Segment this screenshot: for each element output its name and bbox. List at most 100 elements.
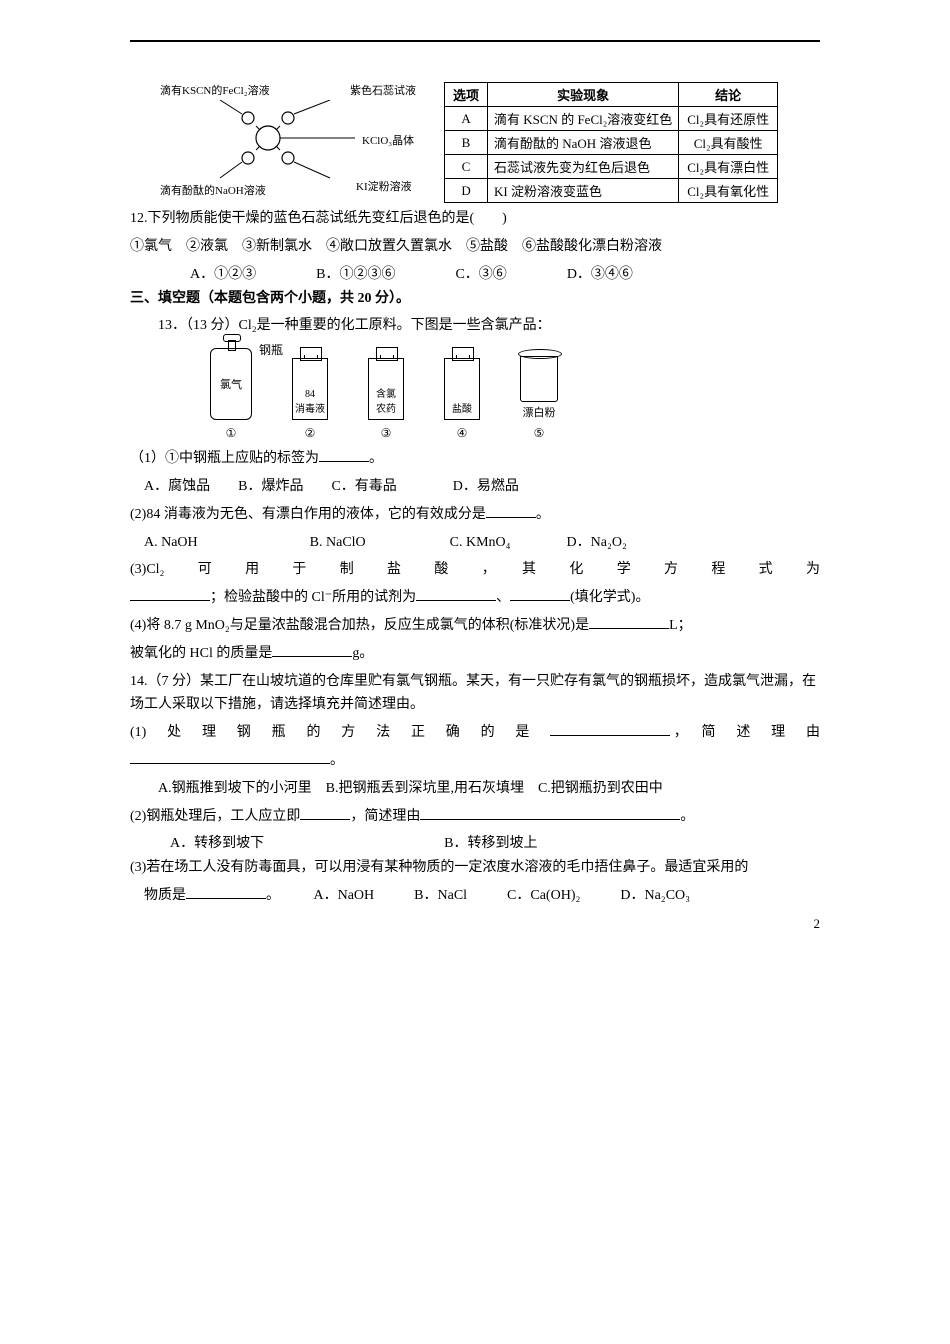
opt: C．③⑥ [455,263,506,283]
q11-lbl-cr: KClO₃晶体 [362,132,414,148]
q13-item-2: 84 消毒液 ② [292,358,328,441]
q13-item-5: 漂白粉 ⑤ [520,356,558,441]
blank [416,586,496,601]
blank [420,805,680,820]
q11: 滴有KSCN的FeCl₂溶液 紫色石蕊试液 KClO₃晶体 滴有酚酞的NaOH溶… [130,82,820,203]
label: 盐酸 [452,400,472,415]
txt: (填化学式)。 [570,590,649,605]
q13-p2-opts: A. NaOH B. NaClO C. KMnO₄ D．Na₂O₂ [130,531,820,555]
blank [300,805,350,820]
q14-p3: (3)若在场工人没有防毒面具，可以用浸有某种物质的一定浓度水溶液的毛巾捂住鼻子。… [130,856,820,880]
q12-stem: 12.下列物质能使干燥的蓝色石蕊试纸先变红后退色的是( ) [130,207,820,231]
cell: Cl₂具有氧化性 [679,179,778,203]
blank [589,614,669,629]
opt: B．转移到坡上 [444,832,537,852]
num: ① [226,426,237,441]
cell: 滴有酚酞的 NaOH 溶液退色 [488,131,679,155]
txt: 。 [369,451,383,466]
cell: Cl₂具有酸性 [679,131,778,155]
q13-p1-opts: A．腐蚀品 B．爆炸品 C．有毒品 D．易燃品 [130,475,820,499]
bottle-icon: 盐酸 [444,358,480,420]
num: ③ [381,426,392,441]
q14-intro: 14.（7 分）某工厂在山坡坑道的仓库里贮有氯气钢瓶。某天，有一只贮存有氯气的钢… [130,670,820,718]
label: 漂白粉 [523,404,556,420]
label: 含氯 农药 [376,385,396,415]
q13-item-4: 盐酸 ④ [444,358,480,441]
q13-p4: (4)将 8.7 g MnO₂与足量浓盐酸混合加热，反应生成氯气的体积(标准状况… [130,614,820,638]
cylinder-icon: 氯气 钢瓶 [210,348,252,420]
blank [186,884,266,899]
cell: 滴有 KSCN 的 FeCl₂溶液变红色 [488,107,679,131]
cell: 石蕊试液先变为红色后退色 [488,155,679,179]
opt: B．①②③⑥ [316,263,395,283]
q11-lbl-br: KI淀粉溶液 [356,178,412,194]
opt: A．①②③ [190,263,256,283]
cell: C [445,155,488,179]
q12-list: ①氯气 ②液氯 ③新制氯水 ④敞口放置久置氯水 ⑤盐酸 ⑥盐酸酸化漂白粉溶液 [130,235,820,259]
jar-icon [520,356,558,402]
txt: ，简述理由 [350,809,420,824]
cell: KI 淀粉溶液变蓝色 [488,179,679,203]
blank [550,721,670,736]
q11-th-1: 实验现象 [488,83,679,107]
q14-p1: (1) 处 理 钢 瓶 的 方 法 正 确 的 是 ， 简 述 理 由 [130,721,820,745]
cell: B [445,131,488,155]
q13-p3a: (3)Cl₂ 可 用 于 制 盐 酸 ， 其 化 学 方 程 式 为 [130,558,820,582]
q11-th-0: 选项 [445,83,488,107]
q14-p2: (2)钢瓶处理后，工人应立即 ，简述理由 。 [130,805,820,829]
blank [130,749,330,764]
label: 84 消毒液 [295,389,325,415]
blank [130,586,210,601]
opt: C．Ca(OH)₂ [507,884,580,908]
q13-item-3: 含氯 农药 ③ [368,358,404,441]
q14-p3b: 物质是 。 A．NaOH B．NaCl C．Ca(OH)₂ D．Na₂CO₃ [130,884,820,908]
cell: Cl₂具有漂白性 [679,155,778,179]
q14-p1-opts: A.钢瓶推到坡下的小河里 B.把钢瓶丢到深坑里,用石灰填埋 C.把钢瓶扔到农田中 [130,777,820,801]
blank [272,642,352,657]
q13-p4c: 被氧化的 HCl 的质量是 g。 [130,642,820,666]
opt: A．NaOH [314,884,375,908]
blank [319,447,369,462]
blank [510,586,570,601]
section3-title: 三、填空题（本题包含两个小题，共 20 分）。 [130,287,820,311]
txt: （1）①中钢瓶上应贴的标签为 [130,451,319,466]
q11-th-2: 结论 [679,83,778,107]
txt: 。 [266,888,280,903]
q11-table: 选项 实验现象 结论 A滴有 KSCN 的 FeCl₂溶液变红色Cl₂具有还原性… [444,82,778,203]
txt: ；检验盐酸中的 Cl⁻所用的试剂为 [210,590,416,605]
bottle-icon: 含氯 农药 [368,358,404,420]
q13-diagram: 氯气 钢瓶 ① 84 消毒液 ② 含氯 农药 ③ 盐酸 ④ 漂白粉 ⑤ [210,348,820,441]
txt: 物质是 [130,888,186,903]
txt: 。 [330,753,344,768]
q11-lbl-bl: 滴有酚酞的NaOH溶液 [160,182,266,198]
txt: 。 [536,507,550,522]
txt: 被氧化的 HCl 的质量是 [130,646,272,661]
q11-lbl-tl: 滴有KSCN的FeCl₂溶液 [160,82,270,98]
q11-svg [210,100,360,180]
cell: D [445,179,488,203]
blank [486,503,536,518]
num: ② [305,426,316,441]
opt: D．③④⑥ [567,263,633,283]
cyl-label: 钢瓶 [259,341,283,358]
q13-p3b: ；检验盐酸中的 Cl⁻所用的试剂为、(填化学式)。 [130,586,820,610]
txt: 。 [680,809,694,824]
txt: (2)84 消毒液为无色、有漂白作用的液体，它的有效成分是 [130,507,486,522]
opt: D．Na₂CO₃ [620,884,690,908]
q14-p1c: 。 [130,749,820,773]
txt: L； [669,618,692,633]
txt: (1) 处 理 钢 瓶 的 方 法 正 确 的 是 [130,725,550,740]
q13-item-1: 氯气 钢瓶 ① [210,348,252,441]
q14-p2-opts: A．转移到坡下 B．转移到坡上 [170,832,820,852]
q13-p2: (2)84 消毒液为无色、有漂白作用的液体，它的有效成分是 。 [130,503,820,527]
txt: ， 简 述 理 由 [670,725,820,740]
q13-p1: （1）①中钢瓶上应贴的标签为 。 [130,447,820,471]
num: ⑤ [534,426,545,441]
txt: (2)钢瓶处理后，工人应立即 [130,809,300,824]
txt: g。 [352,646,373,661]
bottle-icon: 84 消毒液 [292,358,328,420]
label: 氯气 [220,376,242,392]
num: ④ [457,426,468,441]
cell: Cl₂具有还原性 [679,107,778,131]
opt: B．NaCl [414,884,467,908]
